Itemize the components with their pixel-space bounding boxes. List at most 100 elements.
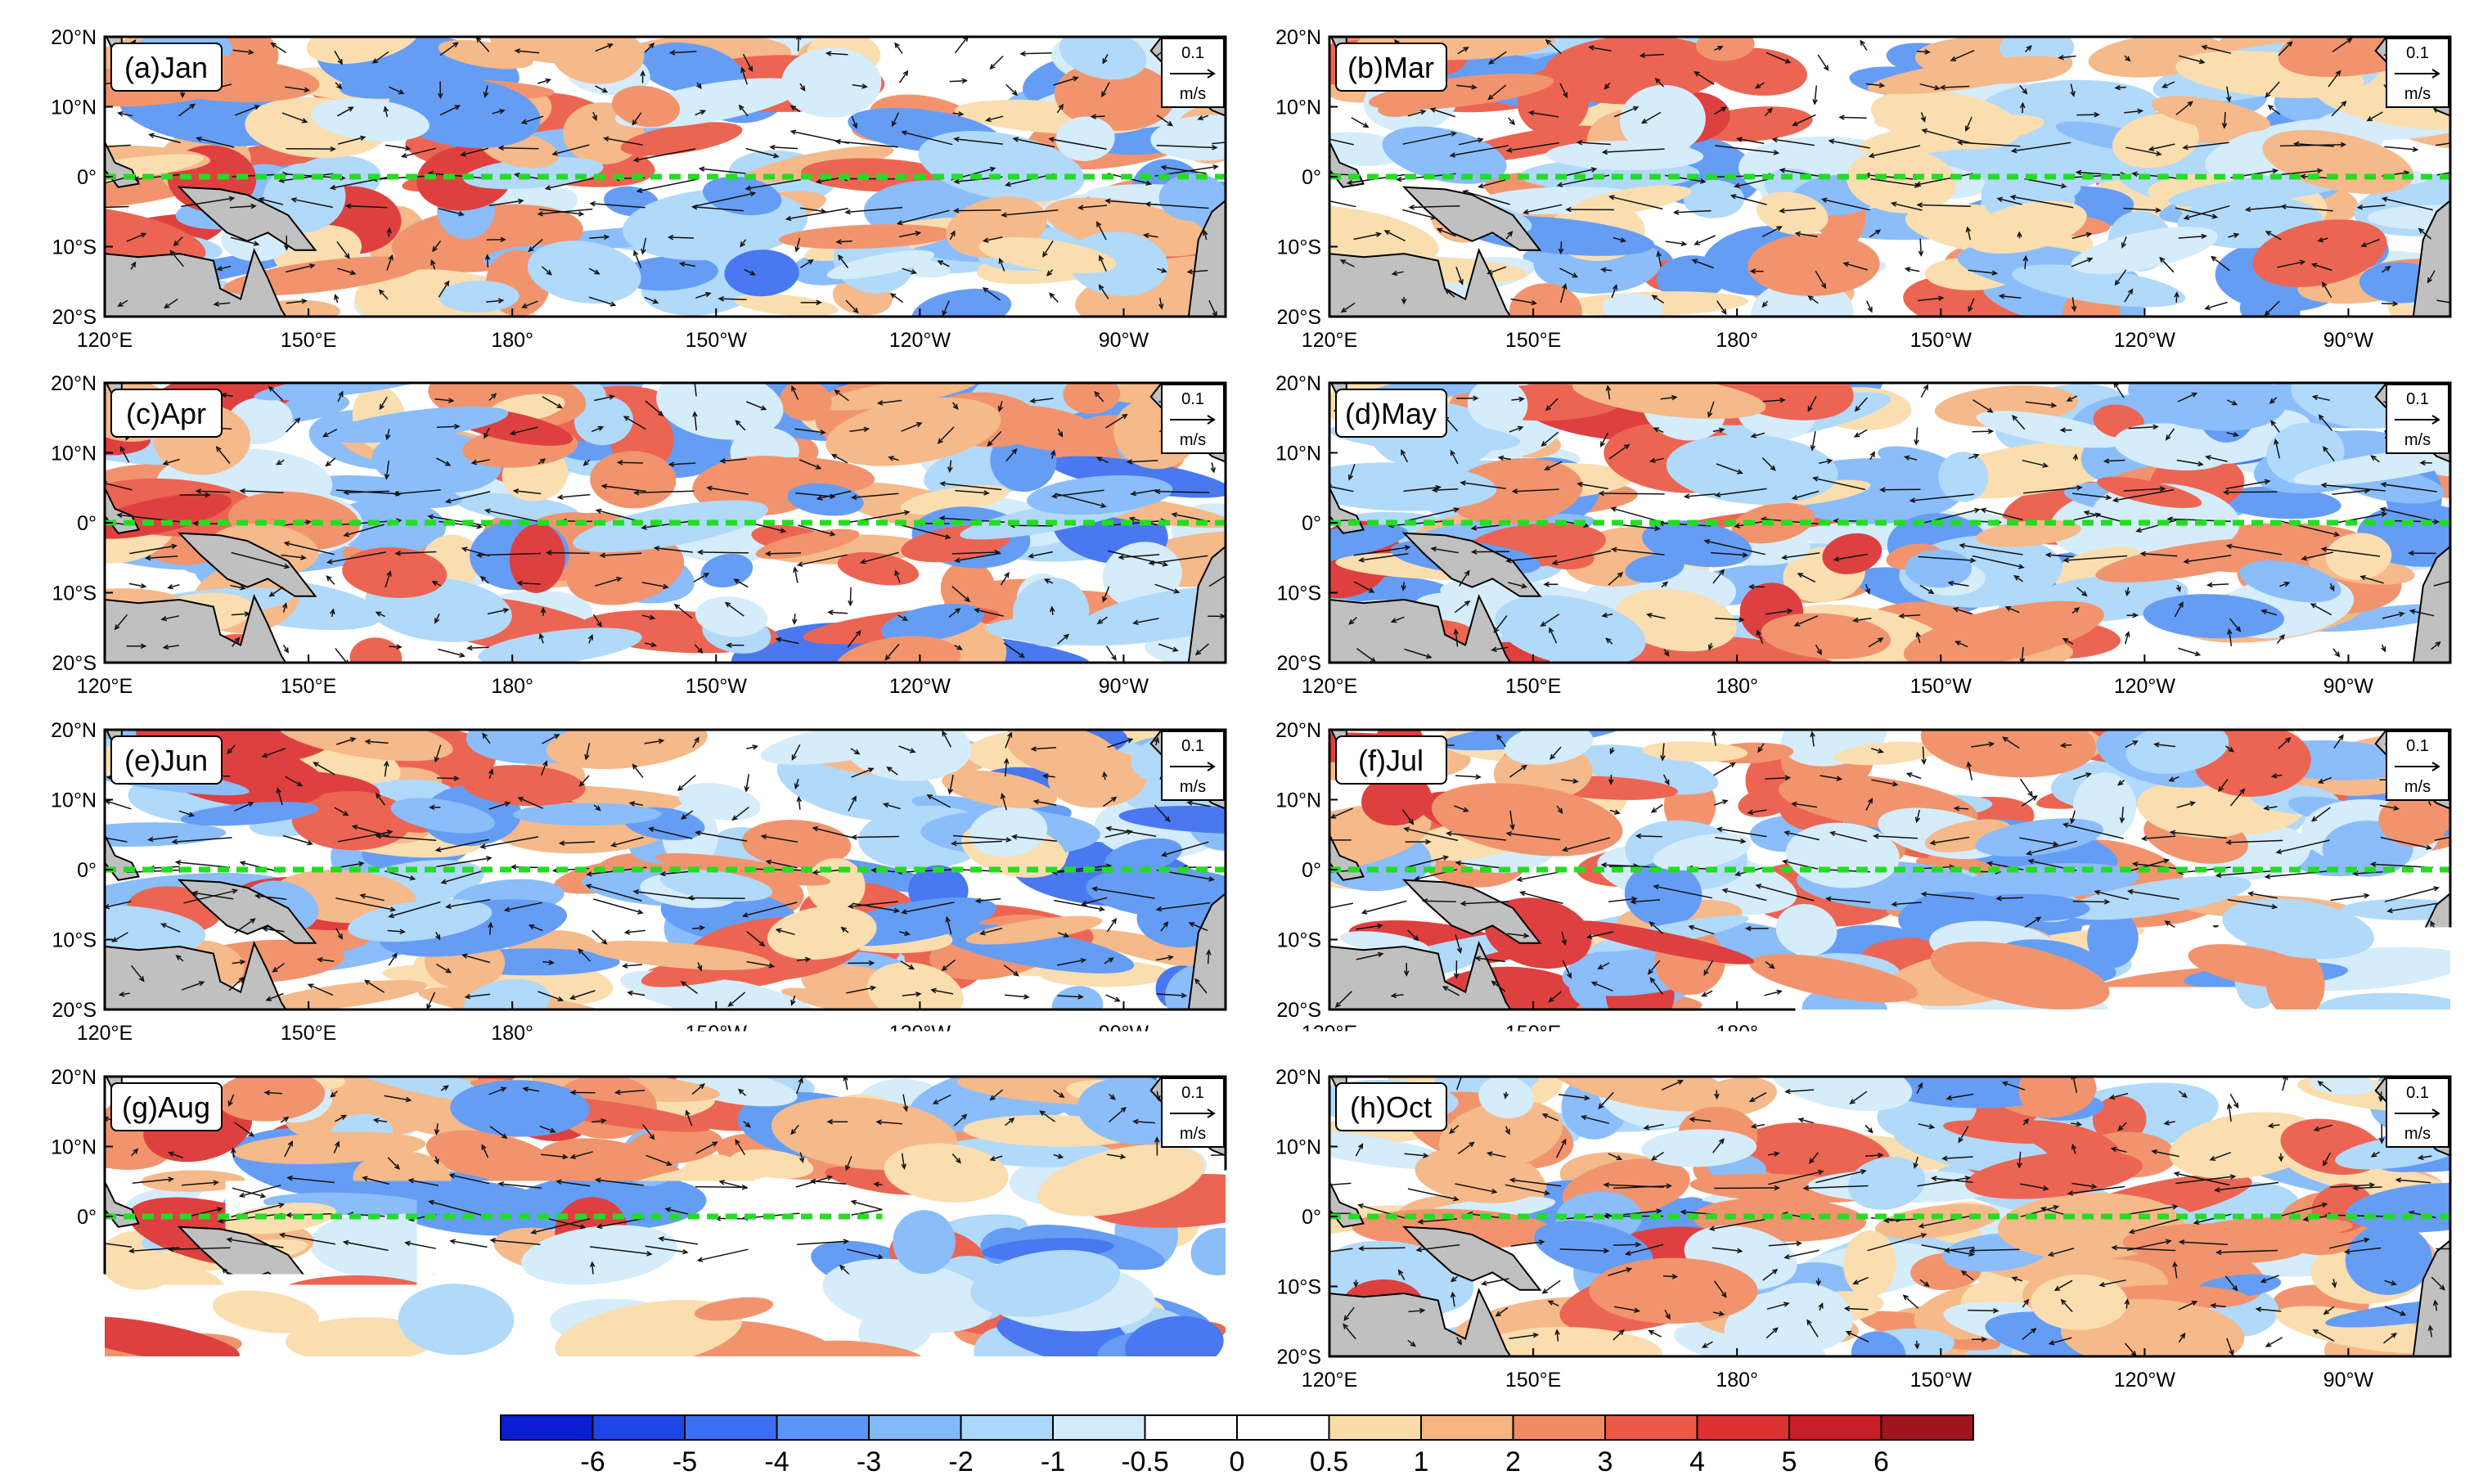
panel-label-box: (a)Jan [111,43,222,91]
panel-label: (a)Jan [124,51,208,84]
panel-label-box: (g)Aug [111,1083,222,1131]
wind-vector-head [72,206,77,210]
colorbar-tick-label: 1 [1414,1446,1429,1477]
reference-vector-unit: m/s [1180,778,1206,796]
map-panel: (h)Oct 0.1m/s20°N10°N0°10°S20°S120°E 150°E… [1237,1036,2474,1392]
panel-label: (f)Jul [1358,744,1424,777]
wind-vector-head [1233,1250,1238,1254]
colorbar-tick-label: 0 [1230,1446,1245,1477]
map-content [56,349,1312,693]
colorbar-segment [1882,1415,1974,1440]
wind-vector [618,462,643,463]
reference-vector-value: 0.1 [2406,390,2429,408]
lon-tick-label: 180° [491,329,533,352]
reference-vector: 0.1 m/s [1162,384,1224,453]
lon-tick-label: 150°E [281,1369,336,1392]
wind-vector [1840,117,1867,118]
colorbar-segment [1605,1415,1698,1440]
reference-vector-unit: m/s [2404,85,2431,103]
reference-vector: 0.1 m/s [2386,1078,2449,1147]
lat-tick-label: 10°N [1275,789,1321,812]
lat-tick-label: 20°N [1275,26,1321,49]
reference-vector-value: 0.1 [2406,737,2429,755]
reference-vector-unit: m/s [1180,1125,1206,1143]
colorbar-segment [1514,1415,1606,1440]
lon-tick-label: 120°E [1302,1369,1357,1392]
reference-vector: 0.1m/s [2386,384,2449,453]
wind-vector [955,210,1001,211]
colorbar-segment [1237,1415,1329,1440]
lon-tick-label: 150°W [686,329,748,352]
colorbar-segment [1789,1415,1882,1440]
wind-vector [1613,1244,1640,1245]
lat-tick-label: 20°S [52,306,97,329]
colorbar-segment [869,1415,961,1440]
lon-tick-label: 150°W [1910,329,1972,352]
panel-label: (c)Apr [126,397,206,430]
lon-tick-label: 120°E [77,1369,133,1392]
wind-vector-head [1317,197,1322,201]
colorbar-tick-label: -0.5 [1121,1446,1169,1477]
wind-vector-head [2458,427,2463,431]
reference-vector-value: 0.1 [2406,1084,2429,1102]
lat-tick-label: 0° [77,1206,97,1229]
lat-tick-label: 20°N [1275,1066,1321,1089]
lat-tick-label: 0° [1302,512,1321,535]
colorbar-tick-label: -6 [580,1446,605,1477]
colorbar-tick-label: -4 [764,1446,789,1477]
panel-label-box: (b)Mar [1336,43,1446,91]
lat-tick-label: 0° [77,859,97,882]
lat-tick-label: 20°N [51,372,97,395]
wind-vector-head [1237,139,1242,143]
lon-tick-label: 90°W [2323,1022,2374,1045]
lon-tick-label: 120°W [2114,675,2176,698]
wind-vector-head [92,834,97,839]
panel-label: (h)Oct [1350,1091,1432,1124]
lat-tick-label: 10°N [51,789,97,812]
lon-tick-label: 90°W [1099,1369,1149,1392]
lon-tick-label: 90°W [1099,675,1149,698]
lat-tick-label: 10°N [51,97,97,119]
wind-vector-head [91,146,96,150]
reference-vector-value: 0.1 [1181,1084,1204,1102]
wind-vector [850,587,851,605]
lon-tick-label: 90°W [2323,675,2374,698]
lat-tick-label: 10°N [1275,443,1321,465]
lon-tick-label: 90°W [1099,329,1149,352]
colorbar-segment [1329,1415,1422,1440]
lat-tick-label: 20°S [52,999,97,1022]
wind-vector-head [98,82,103,86]
wind-vector [767,553,801,554]
lon-tick-label: 90°W [2323,1369,2374,1392]
panel-label: (d)May [1345,397,1437,430]
lat-tick-label: 20°N [51,1066,97,1089]
lon-tick-label: 120°W [2114,329,2176,352]
panel-label: (g)Aug [122,1091,210,1124]
lon-tick-label: 120°E [77,675,133,698]
wind-vector-head [1323,172,1328,176]
colorbar-tick-label: -1 [1041,1446,1065,1477]
lon-tick-label: 150°E [281,675,336,698]
lon-tick-label: 120°W [2114,1369,2176,1392]
lon-tick-label: 150°E [281,329,336,352]
panel-label-box: (e)Jun [111,736,222,784]
lon-tick-label: 120°E [1302,675,1357,698]
reference-vector-unit: m/s [2404,1125,2431,1143]
panel-label-box: (d)May [1336,389,1446,437]
lon-tick-label: 120°W [889,1369,951,1392]
anomaly-patch [1589,1257,1757,1324]
wind-vector-head [1294,130,1299,134]
reference-vector-value: 0.1 [1181,390,1204,408]
lon-tick-label: 180° [1716,329,1758,352]
panel-label: (b)Mar [1347,51,1434,84]
lon-tick-label: 120°E [1302,329,1357,352]
lon-tick-label: 90°W [2323,329,2374,352]
panel-label-box: (f)Jul [1336,736,1446,784]
lat-tick-label: 10°S [52,582,97,605]
lat-tick-label: 20°N [51,719,97,742]
lat-tick-label: 10°S [52,929,97,952]
reference-vector-unit: m/s [1180,431,1206,449]
colorbar-segment [685,1415,777,1440]
wind-vector-head [1288,1185,1293,1189]
colorbar-segment [593,1415,686,1440]
